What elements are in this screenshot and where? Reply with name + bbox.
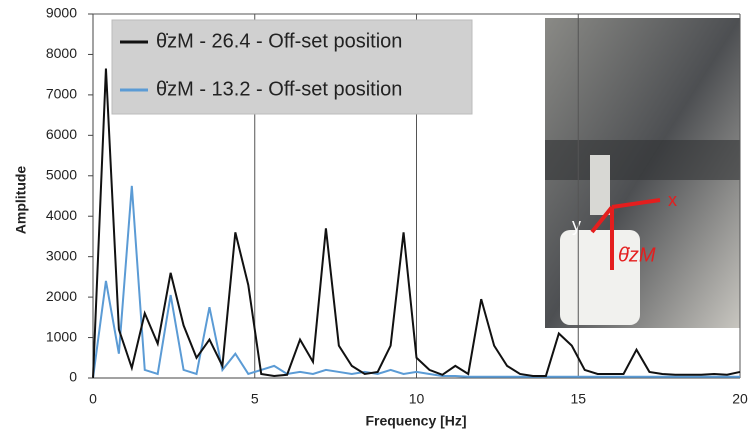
annotation: x (668, 190, 677, 210)
y-tick-label: 7000 (46, 86, 77, 102)
y-tick-label: 5000 (46, 166, 77, 182)
x-tick-label: 0 (89, 391, 97, 407)
series-line (92, 68, 741, 379)
y-tick-label: 1000 (46, 328, 77, 344)
annotation: y (572, 215, 581, 235)
x-tick-label: 10 (409, 391, 425, 407)
y-tick-label: 3000 (46, 247, 77, 263)
x-tick-label: 20 (732, 391, 748, 407)
legend-label: θ̇zM - 13.2 - Off-set position (156, 78, 402, 100)
y-tick-label: 6000 (46, 126, 77, 142)
x-tick-label: 5 (251, 391, 259, 407)
y-tick-label: 0 (69, 369, 77, 385)
inset-photo (545, 18, 740, 328)
y-tick-label: 4000 (46, 207, 77, 223)
y-tick-label: 9000 (46, 5, 77, 21)
y-tick-label: 8000 (46, 45, 77, 61)
legend (111, 19, 473, 115)
y-tick-label: 2000 (46, 288, 77, 304)
legend-label: θ̇zM - 26.4 - Off-set position (156, 30, 402, 52)
annotation: θ̇zM (618, 244, 656, 266)
y-axis-label: Amplitude (13, 166, 29, 235)
x-tick-label: 15 (570, 391, 586, 407)
x-axis-label: Frequency [Hz] (365, 413, 466, 429)
